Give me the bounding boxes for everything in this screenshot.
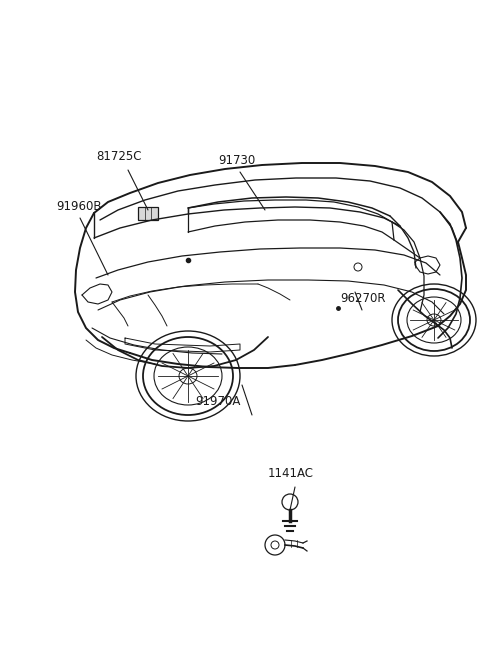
Text: 91960B: 91960B: [56, 200, 101, 213]
Text: 81725C: 81725C: [96, 150, 142, 163]
FancyBboxPatch shape: [138, 207, 158, 220]
Text: 91970A: 91970A: [195, 395, 240, 408]
Text: 91730: 91730: [218, 154, 255, 167]
Text: 96270R: 96270R: [340, 292, 385, 305]
Text: 1141AC: 1141AC: [268, 467, 314, 480]
